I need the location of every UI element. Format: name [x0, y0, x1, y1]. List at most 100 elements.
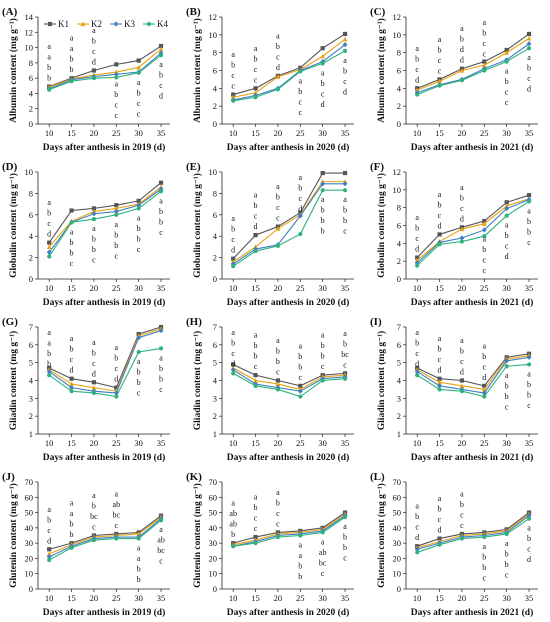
- x-tick-label: 20: [90, 438, 99, 448]
- significance-letter: b: [47, 63, 51, 72]
- significance-letter: b: [298, 352, 302, 361]
- panel-label: (G): [2, 316, 18, 328]
- significance-letter: d: [527, 85, 531, 94]
- data-point-k3: [297, 213, 303, 219]
- x-tick-label: 25: [480, 438, 489, 448]
- significance-letter: b: [415, 512, 419, 521]
- y-tick-label: 0: [213, 119, 217, 129]
- significance-letter: a: [415, 328, 419, 337]
- significance-letter: c: [505, 98, 509, 107]
- series-line-k3: [232, 183, 346, 265]
- y-tick-label: 8: [213, 188, 217, 198]
- y-tick-label: 60: [393, 492, 402, 502]
- significance-letter: d: [92, 58, 96, 67]
- data-point-k4: [275, 87, 281, 92]
- data-point-k1: [114, 203, 119, 208]
- significance-letter: b: [321, 79, 325, 88]
- significance-letter: b: [482, 29, 486, 38]
- data-point-k4: [275, 534, 281, 540]
- significance-letter: c: [276, 52, 280, 61]
- significance-letter: a: [254, 493, 258, 502]
- x-axis-label: Days after anthesis in 2020 (d): [227, 142, 350, 153]
- y-tick-label: 2: [397, 101, 401, 111]
- x-tick-label: 20: [90, 593, 99, 603]
- series-line-k3: [417, 515, 530, 550]
- significance-letter: c: [231, 235, 235, 244]
- significance-letter: a: [92, 491, 96, 500]
- series-line-k3: [233, 44, 346, 101]
- significance-letter: a: [438, 334, 442, 343]
- data-point-k3: [46, 554, 52, 560]
- data-point-k4: [298, 533, 303, 538]
- x-tick-label: 35: [157, 128, 166, 138]
- y-tick-label: 70: [25, 477, 34, 487]
- significance-letter: b: [159, 217, 163, 226]
- y-tick-label: 2: [29, 411, 33, 421]
- x-axis-label: Days after anthesis in 2019 (d): [43, 297, 166, 308]
- y-tick-label: 6: [213, 66, 217, 76]
- x-axis-label: Days after anthesis in 2020 (d): [227, 452, 350, 463]
- series-line-k4: [232, 189, 346, 267]
- significance-letter: b: [298, 572, 302, 581]
- y-tick-label: 70: [393, 477, 402, 487]
- significance-letter: b: [92, 245, 96, 254]
- significance-letter: a: [231, 328, 235, 337]
- significance-letter: c: [254, 212, 258, 221]
- significance-letter: a: [70, 227, 74, 236]
- x-tick-label: 30: [502, 438, 511, 448]
- y-tick-label: 4: [397, 376, 402, 386]
- y-tick-label: 4: [213, 83, 218, 93]
- panel-label: (I): [370, 316, 382, 328]
- y-tick-label: 6: [213, 210, 217, 220]
- data-point-k2: [46, 551, 52, 556]
- significance-letter: d: [460, 368, 464, 377]
- x-tick-label: 10: [229, 438, 238, 448]
- x-tick-label: 30: [318, 128, 327, 138]
- data-point-k1: [91, 68, 97, 73]
- significance-letter: b: [343, 533, 347, 542]
- data-point-k3: [526, 354, 532, 360]
- significance-letter: b: [70, 55, 74, 64]
- data-point-k2: [136, 64, 142, 70]
- data-point-k3: [46, 368, 52, 375]
- y-tick-label: 0: [213, 274, 217, 284]
- data-point-k4: [342, 515, 348, 520]
- x-tick-label: 30: [134, 128, 143, 138]
- series-line-k4: [48, 54, 162, 91]
- y-tick-label: 5: [29, 358, 33, 368]
- data-point-k1: [158, 180, 164, 185]
- significance-letter: b: [70, 345, 74, 354]
- significance-letter: b: [321, 352, 325, 361]
- data-point-k4: [437, 542, 442, 547]
- significance-letter: c: [415, 349, 419, 358]
- significance-letter: a: [299, 76, 303, 85]
- legend-marker: [47, 21, 53, 27]
- significance-letter: b: [505, 392, 509, 401]
- significance-letter: c: [137, 99, 141, 108]
- significance-letter: d: [415, 75, 419, 84]
- data-point-k4: [158, 53, 164, 58]
- data-point-k4: [91, 537, 97, 543]
- data-point-k4: [482, 68, 487, 73]
- significance-letter: b: [231, 61, 235, 70]
- significance-letter: c: [159, 557, 163, 566]
- significance-letter: bc: [113, 510, 121, 519]
- significance-letter: a: [159, 196, 163, 205]
- significance-letter: b: [70, 248, 74, 257]
- significance-letter: a: [254, 44, 258, 53]
- data-point-k4: [482, 234, 487, 239]
- x-tick-label: 10: [45, 438, 54, 448]
- data-point-k3: [526, 41, 532, 47]
- x-axis-label: Days after anthesis in 2021 (d): [411, 452, 534, 463]
- x-tick-label: 20: [274, 283, 283, 293]
- data-point-k4: [342, 376, 348, 381]
- significance-letter: b: [92, 502, 96, 511]
- y-tick-label: 12: [25, 27, 34, 37]
- significance-letter: a: [321, 537, 325, 546]
- significance-letter: c: [505, 570, 509, 579]
- x-tick-label: 20: [458, 128, 467, 138]
- significance-letter: bc: [319, 558, 327, 567]
- data-point-k3: [136, 202, 142, 208]
- x-tick-label: 15: [251, 593, 260, 603]
